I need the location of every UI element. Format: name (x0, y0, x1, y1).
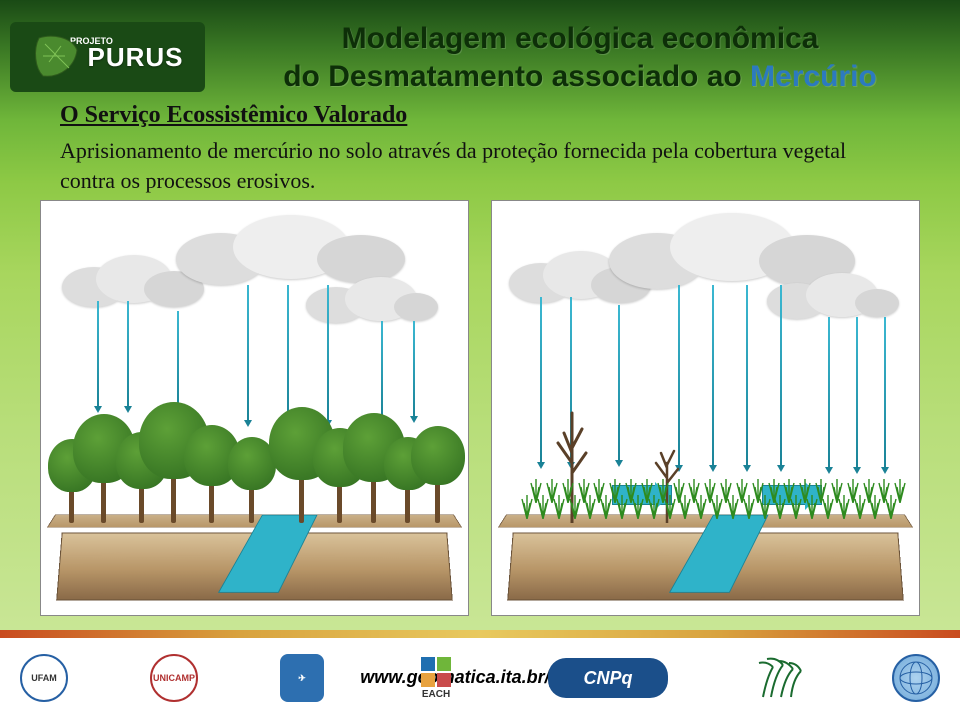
logo-fab: ✈ (280, 654, 324, 702)
logo-unicamp: UNICAMP (150, 654, 198, 702)
rain-arrow-icon (97, 301, 99, 411)
grass-tuft-icon (608, 479, 622, 503)
rain-arrow-icon (413, 321, 415, 421)
cloud-icon (762, 267, 902, 322)
tree-icon (371, 431, 376, 523)
grass-tuft-icon (687, 479, 701, 503)
grass-tuft-icon (561, 479, 575, 503)
grass-tuft-icon (862, 479, 876, 503)
tree-icon (249, 449, 254, 523)
grass-tuft-icon (640, 479, 654, 503)
rain-arrow-icon (247, 285, 249, 425)
grass-tuft-icon (703, 479, 717, 503)
title-mercury: Mercúrio (750, 60, 877, 93)
panel-deforested (491, 200, 920, 616)
tree-icon (69, 453, 74, 523)
panel-forested (40, 200, 469, 616)
grass-tuft-icon (545, 479, 559, 503)
title-line1: Modelagem ecológica econômica (342, 22, 819, 55)
rain-arrow-icon (177, 311, 179, 411)
section-heading: O Serviço Ecossistêmico Valorado (60, 102, 407, 129)
tree-icon (337, 443, 342, 523)
rain-arrow-icon (540, 297, 542, 467)
diagram-row (40, 200, 920, 616)
grass-tuft-icon (592, 479, 606, 503)
grass-tuft-icon (798, 479, 812, 503)
tree-icon (299, 427, 304, 523)
rain-arrow-icon (746, 285, 748, 470)
tree-icon (209, 441, 214, 523)
rain-arrow-icon (828, 317, 830, 472)
leaf-map-icon (31, 32, 81, 82)
tree-icon (171, 425, 176, 523)
grass-tuft-icon (830, 479, 844, 503)
rain-arrow-icon (127, 301, 129, 411)
logo-globe (892, 654, 940, 702)
slide-title: Modelagem ecológica econômica do Desmata… (230, 20, 930, 95)
rain-arrow-icon (780, 285, 782, 470)
grass-tuft-icon (846, 479, 860, 503)
sky-region (492, 201, 919, 391)
title-line2a: do Desmatamento associado ao (283, 60, 750, 93)
grass-tuft-icon (877, 479, 891, 503)
footer-logos: UFAM UNICAMP ✈ EACH CNPq (20, 648, 940, 708)
project-name: PURUS (87, 42, 183, 73)
grass-tuft-icon (577, 479, 591, 503)
rain-arrow-icon (327, 285, 329, 425)
grass-tuft-icon (719, 479, 733, 503)
rain-arrow-icon (712, 285, 714, 470)
grass-tuft-icon (893, 479, 907, 503)
rain-arrow-icon (381, 321, 383, 421)
grass-tuft-icon (751, 479, 765, 503)
logo-each: EACH (406, 654, 466, 702)
rain-arrow-icon (856, 317, 858, 472)
grass-tuft-icon (782, 479, 796, 503)
project-logo: PROJETO PURUS (10, 22, 205, 92)
grass-row (514, 473, 897, 503)
rain-arrow-icon (287, 285, 289, 425)
grass-tuft-icon (529, 479, 543, 503)
grass-tuft-icon (767, 479, 781, 503)
footer-stripe (0, 630, 960, 638)
tree-icon (405, 449, 410, 523)
rain-arrow-icon (884, 317, 886, 472)
sky-region (41, 201, 468, 391)
rain-arrow-icon (618, 305, 620, 465)
grass-tuft-icon (656, 479, 670, 503)
grass-tuft-icon (814, 479, 828, 503)
section-body: Aprisionamento de mercúrio no solo atrav… (60, 136, 900, 195)
logo-palm (750, 654, 810, 702)
logo-ufam: UFAM (20, 654, 68, 702)
tree-icon (101, 433, 106, 523)
grass-tuft-icon (624, 479, 638, 503)
tree-icon (435, 439, 440, 523)
grass-tuft-icon (735, 479, 749, 503)
logo-each-label: EACH (422, 689, 450, 700)
cloud-icon (301, 271, 441, 326)
grass-tuft-icon (672, 479, 686, 503)
logo-cnpq: CNPq (548, 658, 668, 698)
